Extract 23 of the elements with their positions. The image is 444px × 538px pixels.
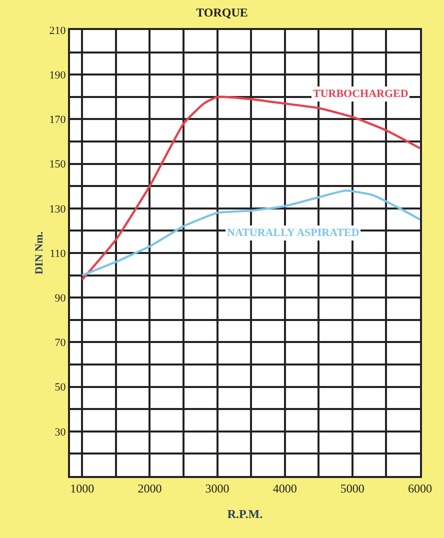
x-axis-title: R.P.M.: [227, 506, 263, 521]
series-label: TURBOCHARGED: [313, 88, 408, 100]
line-series: [81, 96, 420, 281]
x-tick-label: 3000: [205, 481, 230, 496]
y-tick-label: 30: [54, 426, 66, 438]
series-label: NATURALLY ASPIRATED: [227, 227, 360, 239]
line-series: [81, 189, 420, 276]
x-tick-label: 2000: [138, 481, 162, 496]
y-tick-label: 210: [49, 24, 66, 37]
y-tick-label: 110: [50, 248, 66, 260]
y-tick-label: 130: [49, 203, 66, 216]
y-tick-label: 150: [49, 158, 66, 171]
x-tick-label: 5000: [340, 481, 364, 496]
x-tick-label: 6000: [408, 481, 432, 496]
x-tick-label: 1000: [70, 481, 94, 496]
x-tick-label: 4000: [272, 481, 297, 496]
y-axis-title: DIN Nm.: [33, 231, 46, 274]
y-tick-label: 190: [49, 69, 66, 82]
y-tick-label: 50: [54, 382, 66, 394]
chart-title: TORQUE: [196, 5, 248, 20]
y-tick-label: 170: [49, 114, 66, 126]
y-tick-label: 90: [54, 292, 66, 304]
y-tick-label: 70: [54, 337, 66, 350]
